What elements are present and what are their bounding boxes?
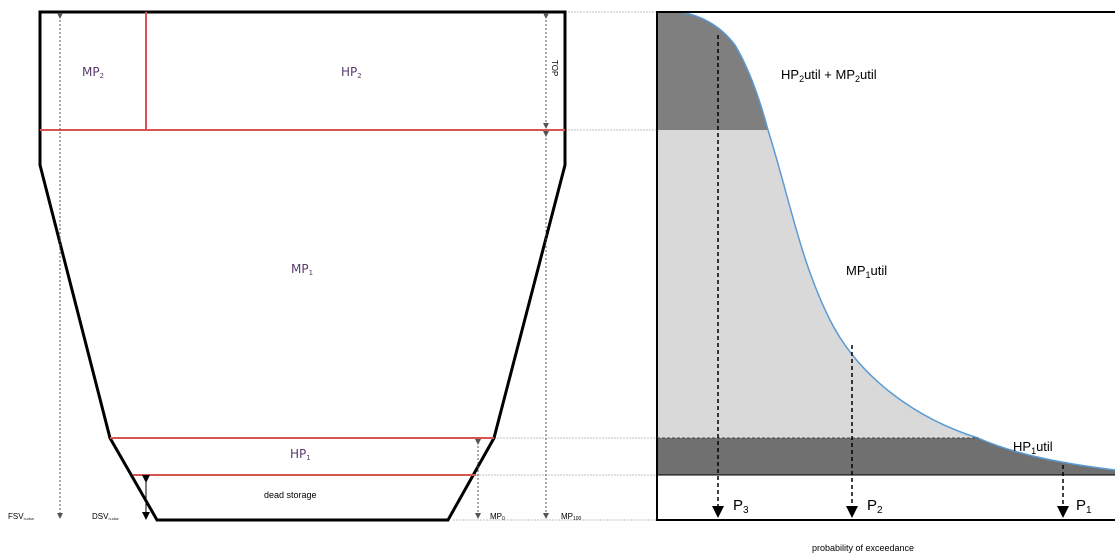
label-fsv: FSVn-cha [8, 512, 34, 521]
label-hp2util-mp2util: HP2util + MP2util [781, 67, 877, 84]
mp1util-area [657, 130, 978, 438]
label-hp2: HP2 [341, 65, 362, 80]
reservoir-outline [38, 10, 567, 522]
label-p1: P1 [1076, 497, 1092, 516]
hp2mp2util-area [657, 12, 768, 130]
label-dead-storage: dead storage [264, 490, 317, 500]
x-axis-label: probability of exceedance [812, 543, 914, 553]
label-hp1util: HP1util [1013, 439, 1053, 456]
exceedance-curve [679, 11, 1115, 471]
partition-lines [40, 12, 565, 476]
label-hp1: HP1 [290, 447, 311, 462]
label-mp100: MP100 [561, 512, 582, 522]
label-p3: P3 [733, 497, 749, 516]
label-mp2: MP2 [82, 65, 104, 80]
guide-lines [453, 11, 657, 521]
measure-arrows [57, 13, 549, 519]
curve-panel-frame [656, 11, 1115, 521]
label-mp1: MP1 [291, 262, 313, 277]
label-mp0: MP0 [490, 512, 505, 522]
p-arrows [712, 35, 1069, 518]
label-mp1util: MP1util [846, 263, 887, 280]
label-p2: P2 [867, 497, 883, 516]
label-top: TOP [550, 60, 559, 76]
label-dsv: DSVn-cha [92, 512, 119, 521]
